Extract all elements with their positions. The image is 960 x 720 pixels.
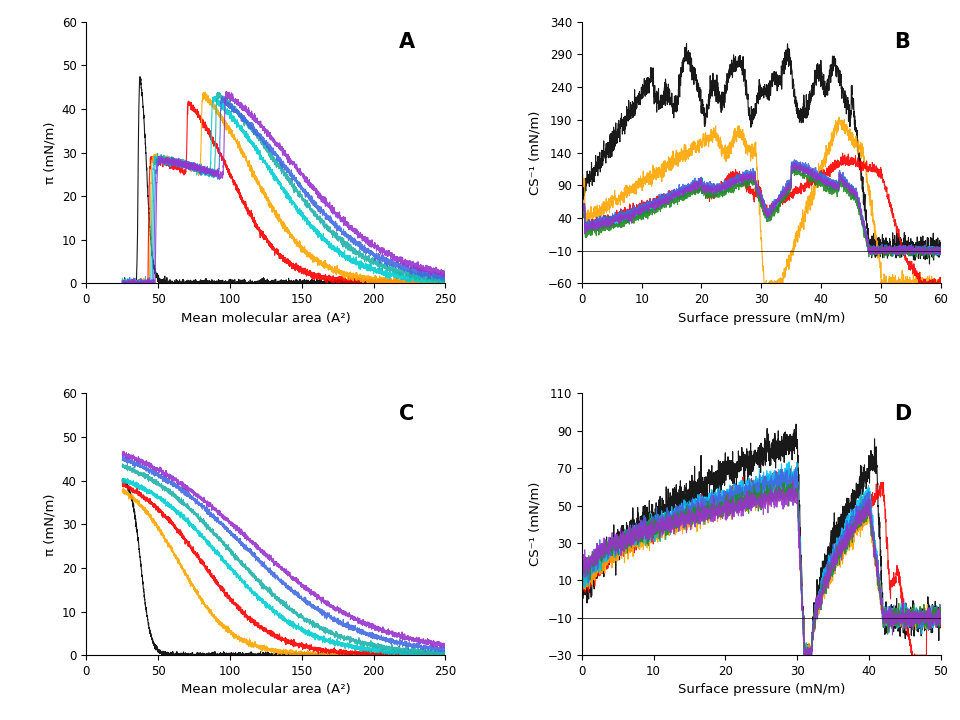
Y-axis label: CS⁻¹ (mN/m): CS⁻¹ (mN/m) bbox=[529, 482, 541, 567]
X-axis label: Mean molecular area (A²): Mean molecular area (A²) bbox=[181, 683, 350, 696]
Y-axis label: π (mN/m): π (mN/m) bbox=[43, 121, 57, 184]
Text: C: C bbox=[398, 404, 414, 424]
Text: A: A bbox=[398, 32, 415, 52]
Text: D: D bbox=[894, 404, 911, 424]
Y-axis label: CS⁻¹ (mN/m): CS⁻¹ (mN/m) bbox=[529, 110, 541, 194]
Text: B: B bbox=[894, 32, 910, 52]
X-axis label: Surface pressure (mN/m): Surface pressure (mN/m) bbox=[678, 312, 845, 325]
Y-axis label: π (mN/m): π (mN/m) bbox=[43, 493, 57, 556]
X-axis label: Mean molecular area (A²): Mean molecular area (A²) bbox=[181, 312, 350, 325]
X-axis label: Surface pressure (mN/m): Surface pressure (mN/m) bbox=[678, 683, 845, 696]
